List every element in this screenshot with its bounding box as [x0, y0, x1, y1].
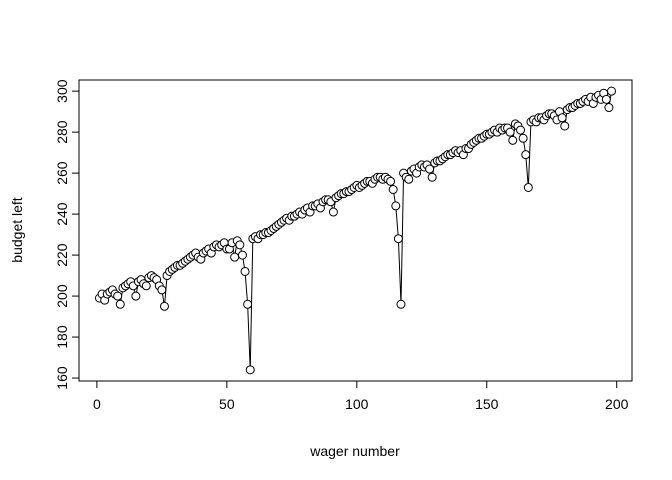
data-point [404, 174, 414, 184]
data-point [157, 285, 167, 295]
data-point [508, 135, 518, 145]
x-axis-label: wager number [309, 443, 400, 459]
x-tick-label: 100 [345, 396, 369, 412]
y-tick-label: 280 [54, 120, 70, 144]
x-tick-label: 50 [219, 396, 235, 412]
data-point [240, 266, 250, 276]
data-point [159, 301, 169, 311]
data-point [393, 234, 403, 244]
data-point [396, 299, 406, 309]
data-point [604, 103, 614, 113]
data-point [245, 365, 255, 375]
data-point [427, 172, 437, 182]
data-point [113, 291, 123, 301]
plot-box [78, 79, 633, 382]
x-tick-label: 150 [475, 396, 499, 412]
data-line [99, 91, 613, 370]
data-point [523, 182, 533, 192]
y-tick-label: 160 [54, 366, 70, 390]
data-point [115, 299, 125, 309]
data-point [425, 164, 435, 174]
x-tick-label: 0 [93, 396, 101, 412]
data-point [601, 94, 611, 104]
y-tick-label: 240 [54, 202, 70, 226]
data-point [560, 121, 570, 131]
data-point [516, 125, 526, 135]
y-tick-label: 300 [54, 79, 70, 103]
y-tick-label: 180 [54, 325, 70, 349]
y-tick-label: 200 [54, 284, 70, 308]
data-point [607, 86, 617, 96]
data-point [388, 185, 398, 195]
data-point [386, 176, 396, 186]
data-point [131, 291, 141, 301]
data-point [235, 240, 245, 250]
data-point [237, 250, 247, 260]
data-point [328, 207, 338, 217]
y-tick-label: 220 [54, 243, 70, 267]
data-point [557, 113, 567, 123]
data-point [391, 201, 401, 211]
data-point [521, 150, 531, 160]
x-tick-label: 200 [605, 396, 629, 412]
data-point [518, 133, 528, 143]
data-point [505, 127, 515, 137]
data-point [141, 281, 151, 291]
y-tick-label: 260 [54, 161, 70, 185]
y-axis-label: budget left [9, 197, 25, 262]
data-point [230, 252, 240, 262]
data-point [243, 299, 253, 309]
